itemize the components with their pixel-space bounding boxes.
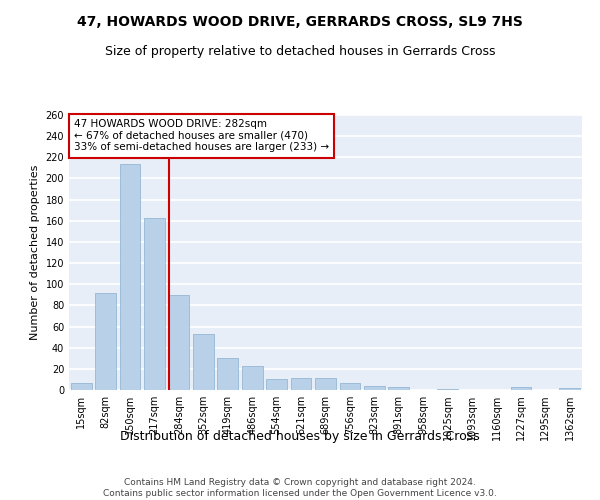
Bar [193, 334, 214, 390]
Y-axis label: Number of detached properties: Number of detached properties [30, 165, 40, 340]
Bar [559, 388, 580, 390]
Bar [119, 164, 140, 390]
Bar [71, 382, 92, 390]
Bar [95, 292, 116, 390]
Bar [340, 382, 361, 390]
Bar [217, 358, 238, 390]
Text: 47, HOWARDS WOOD DRIVE, GERRARDS CROSS, SL9 7HS: 47, HOWARDS WOOD DRIVE, GERRARDS CROSS, … [77, 15, 523, 29]
Bar [290, 378, 311, 390]
Text: Contains HM Land Registry data © Crown copyright and database right 2024.
Contai: Contains HM Land Registry data © Crown c… [103, 478, 497, 498]
Bar [315, 378, 336, 390]
Bar [242, 366, 263, 390]
Bar [388, 387, 409, 390]
Bar [364, 386, 385, 390]
Text: Size of property relative to detached houses in Gerrards Cross: Size of property relative to detached ho… [105, 45, 495, 58]
Bar [437, 389, 458, 390]
Bar [266, 380, 287, 390]
Text: Distribution of detached houses by size in Gerrards Cross: Distribution of detached houses by size … [120, 430, 480, 443]
Text: 47 HOWARDS WOOD DRIVE: 282sqm
← 67% of detached houses are smaller (470)
33% of : 47 HOWARDS WOOD DRIVE: 282sqm ← 67% of d… [74, 119, 329, 152]
Bar [169, 295, 190, 390]
Bar [511, 387, 532, 390]
Bar [144, 218, 165, 390]
